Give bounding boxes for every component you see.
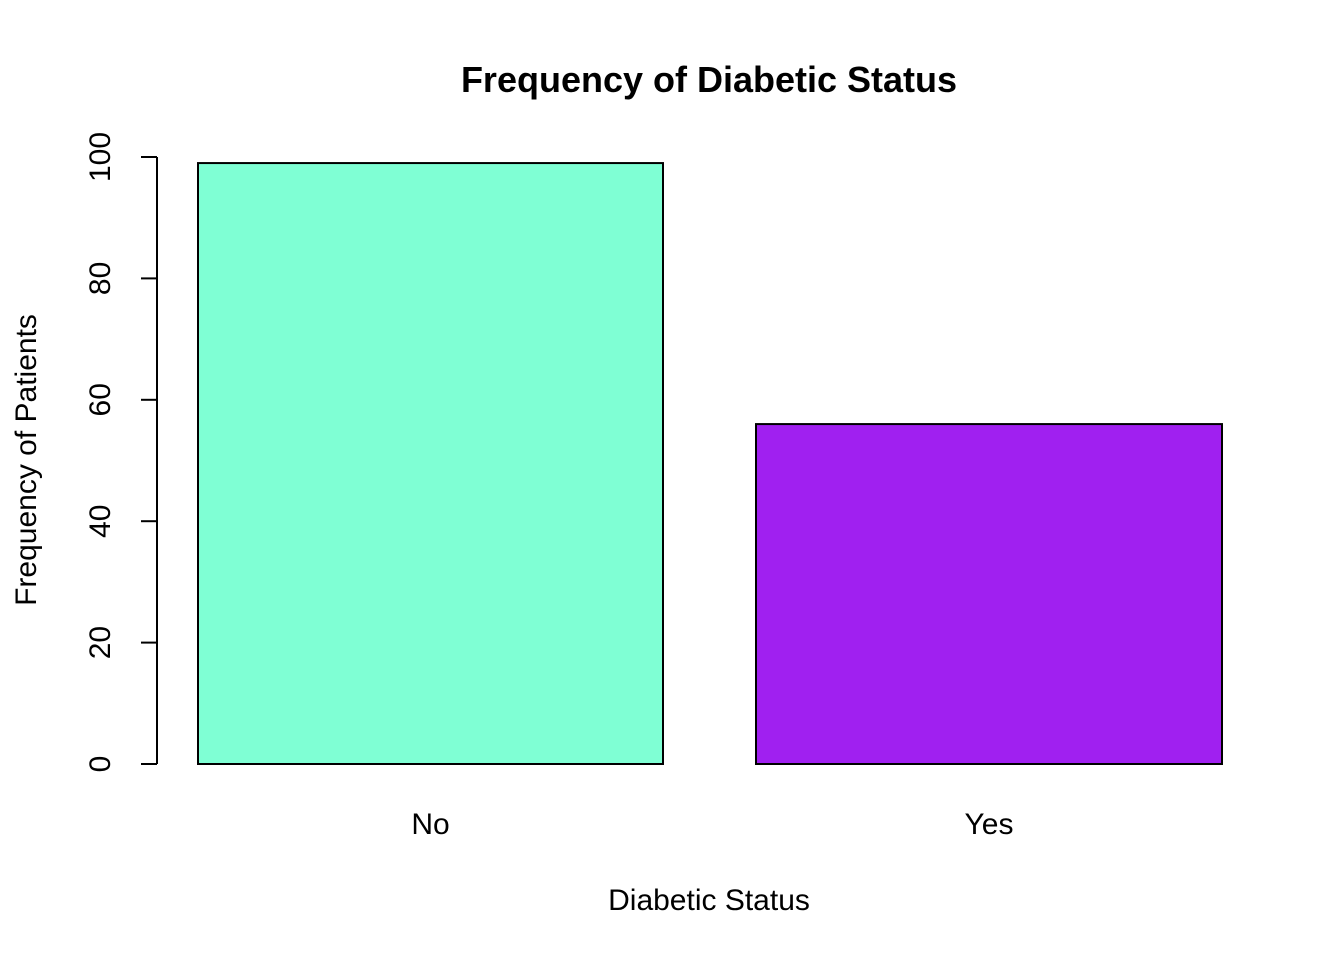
bar-no (197, 162, 664, 765)
x-tick-label-yes: Yes (965, 808, 1014, 841)
y-tick-label: 20 (84, 626, 117, 659)
y-tick-label: 40 (84, 505, 117, 538)
y-tick-label: 100 (84, 132, 117, 182)
bar-yes (755, 423, 1223, 765)
y-axis-label: Frequency of Patients (10, 314, 43, 606)
y-tick-label: 0 (84, 756, 117, 773)
x-axis-label: Diabetic Status (608, 884, 810, 917)
y-axis: 0 20 40 60 80 100 (84, 132, 158, 773)
x-category-labels: No Yes (411, 808, 1013, 841)
y-tick-label: 80 (84, 262, 117, 295)
bars (197, 162, 1223, 765)
x-tick-label-no: No (411, 808, 449, 841)
y-tick-label: 60 (84, 383, 117, 416)
chart-title: Frequency of Diabetic Status (461, 59, 957, 100)
